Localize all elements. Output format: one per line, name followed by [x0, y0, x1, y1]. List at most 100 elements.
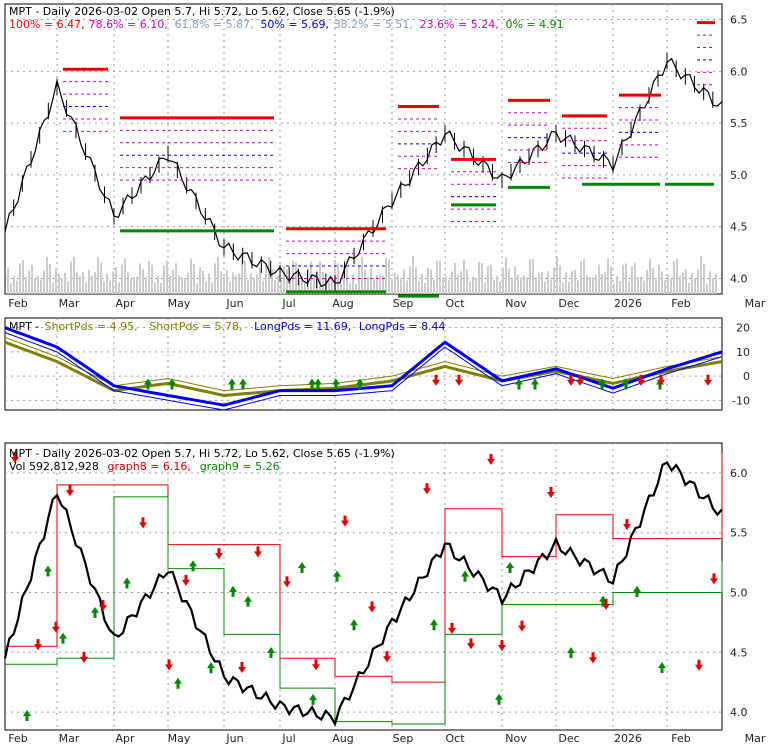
p3-x-tick-label: Aug	[332, 732, 353, 745]
volume-bar	[31, 265, 33, 294]
volume-bar	[19, 263, 21, 294]
buy-arrow	[144, 378, 152, 390]
shortpds-line-thin	[4, 336, 723, 392]
buy-arrow	[123, 577, 131, 589]
buy-arrow	[599, 595, 607, 607]
sell-arrow	[165, 659, 173, 671]
p1-x-tick-label: Dec	[558, 297, 579, 310]
volume-bar	[610, 266, 612, 294]
volume-bar	[391, 278, 393, 294]
volume-bar	[7, 267, 9, 294]
p1-x-tick-label: Mar	[745, 297, 766, 310]
volume-bar	[652, 267, 654, 294]
p1-y-tick-label: 6.5	[730, 14, 748, 27]
volume-bar	[640, 276, 642, 294]
volume-bar	[517, 274, 519, 294]
volume-bar	[70, 261, 72, 294]
volume-bar	[685, 269, 687, 294]
volume-bar	[688, 282, 690, 294]
panel-3-frame	[4, 442, 723, 731]
p1-x-tick-label: Sep	[393, 297, 414, 310]
volume-bar	[643, 280, 645, 294]
volume-bar	[373, 278, 375, 294]
volume-bar	[331, 275, 333, 294]
sell-arrow	[52, 621, 60, 633]
volume-bar	[178, 275, 180, 294]
buy-arrow	[59, 632, 67, 644]
volume-bar	[505, 257, 507, 294]
volume-bar	[649, 258, 651, 294]
volume-bar	[706, 283, 708, 294]
buy-arrow	[356, 378, 364, 390]
p3-title: MPT - Daily 2026-03-02 Open 5.7, Hi 5.72…	[9, 447, 395, 460]
volume-bar	[586, 274, 588, 294]
p2-header-item: MPT -	[9, 320, 39, 333]
volume-bar	[658, 264, 660, 294]
volume-bar	[298, 279, 300, 294]
volume-bar	[160, 282, 162, 294]
sell-arrow	[341, 515, 349, 527]
volume-bar	[205, 281, 207, 294]
volume-bar	[25, 277, 27, 294]
volume-bar	[589, 276, 591, 294]
p3-x-tick-label: Feb	[671, 732, 690, 745]
volume-bar	[112, 271, 114, 294]
volume-bar	[214, 263, 216, 294]
p1-x-tick-label: Jul	[281, 297, 295, 310]
volume-bar	[364, 269, 366, 294]
volume-bar	[211, 282, 213, 294]
volume-bar	[439, 260, 441, 294]
volume-bar	[202, 270, 204, 294]
sell-arrow	[312, 659, 320, 671]
volume-bar	[262, 281, 264, 294]
p1-y-tick-label: 6.0	[730, 65, 748, 78]
buy-arrow	[228, 378, 236, 390]
volume-bar	[349, 283, 351, 294]
volume-bar	[238, 273, 240, 294]
volume-bar	[28, 270, 30, 294]
p3-header-item: Vol 592,812,928	[9, 460, 99, 473]
buy-arrow	[189, 560, 197, 572]
buy-arrow	[350, 619, 358, 631]
volume-bar	[601, 274, 603, 294]
volume-bar	[625, 263, 627, 294]
volume-bar	[712, 278, 714, 294]
volume-bar	[667, 275, 669, 294]
volume-bar	[709, 271, 711, 294]
volume-bar	[37, 275, 39, 294]
volume-bar	[355, 283, 357, 294]
volume-bar	[493, 280, 495, 294]
volume-bar	[82, 272, 84, 294]
volume-bar	[415, 267, 417, 294]
p3-x-tick-label: Feb	[8, 732, 27, 745]
volume-bar	[556, 256, 558, 294]
fib-legend-item: 50% = 5.69,	[260, 18, 329, 31]
volume-bar	[448, 280, 450, 294]
sell-arrow	[283, 576, 291, 588]
volume-bar	[190, 258, 192, 294]
volume-bar	[49, 264, 51, 294]
volume-bar	[130, 278, 132, 294]
volume-bar	[385, 258, 387, 294]
volume-bar	[304, 282, 306, 294]
p3-x-tick-label: Apr	[115, 732, 135, 745]
volume-bar	[46, 257, 48, 294]
sell-arrow	[602, 598, 610, 610]
sell-arrow	[383, 651, 391, 663]
volume-bar	[670, 279, 672, 294]
p3-header-item: graph8 = 6.16,	[108, 460, 191, 473]
volume-bar	[139, 263, 141, 294]
p2-y-tick-label: -10	[732, 394, 750, 407]
volume-bar	[16, 280, 18, 294]
volume-bar	[622, 264, 624, 294]
volume-bar	[613, 283, 615, 294]
sell-arrow	[448, 622, 456, 634]
volume-bar	[271, 269, 273, 294]
buy-arrow	[298, 561, 306, 573]
volume-bar	[646, 270, 648, 294]
volume-bar	[244, 260, 246, 294]
panel-2-frame	[4, 317, 723, 411]
volume-bar	[544, 281, 546, 294]
volume-bar	[388, 259, 390, 294]
volume-bar	[562, 282, 564, 294]
